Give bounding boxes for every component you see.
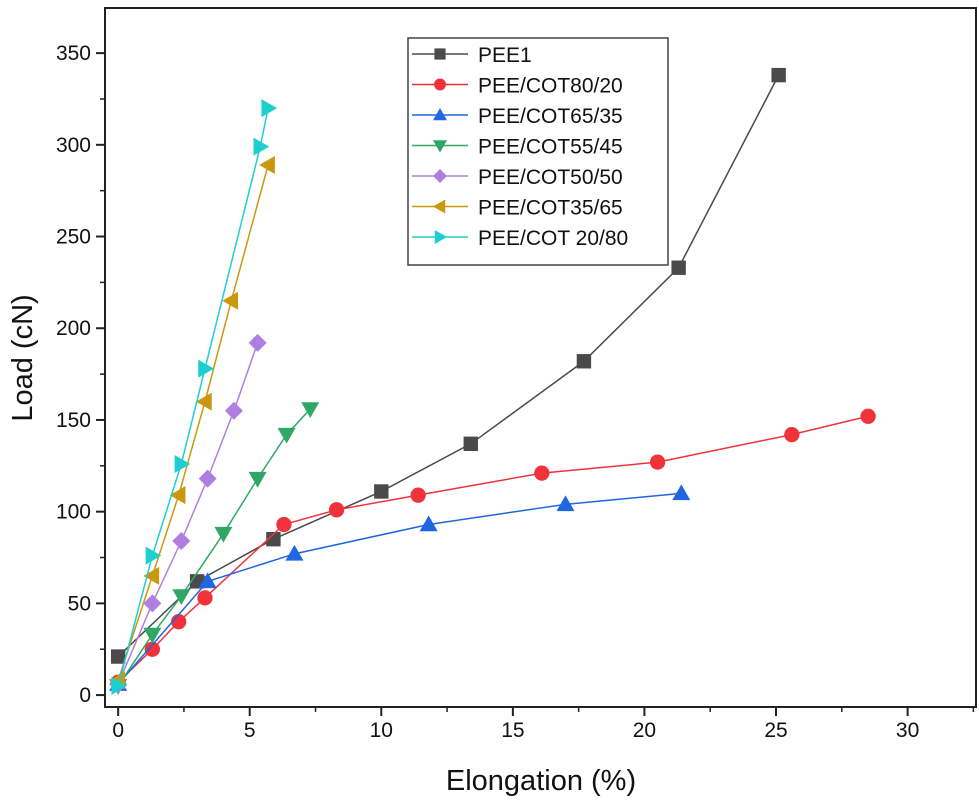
legend-label: PEE/COT50/50: [478, 166, 623, 189]
triangle-down-marker: [433, 140, 447, 153]
plot-frame: [104, 7, 977, 708]
triangle-right-marker: [174, 454, 191, 473]
legend-item: PEE/COT65/35: [412, 105, 623, 128]
legend-label: PEE/COT 20/80: [478, 227, 628, 250]
triangle-left-marker: [222, 291, 239, 310]
y-tick-label: 100: [56, 501, 91, 524]
y-tick-label: 300: [56, 134, 91, 157]
square-marker: [266, 531, 281, 547]
circle-marker: [144, 641, 161, 657]
series-pee-cot65-35: [109, 484, 691, 691]
legend-item: PEE/COT50/50: [412, 166, 623, 189]
y-tick-label: 150: [56, 409, 91, 432]
x-tick-label: 0: [112, 719, 124, 742]
legend: PEE1 PEE/COT80/20 PEE/COT65/35 PEE/COT55/45…: [407, 37, 669, 266]
circle-marker: [410, 487, 426, 503]
square-marker: [576, 354, 592, 369]
circle-marker: [434, 78, 446, 91]
square-marker: [771, 67, 786, 83]
legend-item: PEE1: [412, 44, 532, 67]
diamond-marker: [172, 532, 191, 551]
legend-label: PEE/COT65/35: [478, 105, 623, 128]
triangle-up-marker: [285, 544, 304, 561]
legend-label: PEE/COT80/20: [478, 75, 623, 98]
x-tick-label: 10: [370, 719, 393, 742]
series-line: [117, 164, 269, 681]
diamond-marker: [198, 469, 217, 488]
triangle-up-marker: [672, 484, 691, 501]
series-pee-cot55-45: [109, 402, 320, 695]
triangle-down-marker: [143, 627, 162, 644]
y-axis-label: Load (cN): [7, 294, 39, 421]
circle-marker: [649, 454, 666, 470]
circle-marker: [534, 465, 550, 481]
square-marker: [463, 436, 478, 451]
triangle-right-marker: [261, 99, 278, 118]
legend-item: PEE/COT35/65: [412, 197, 623, 220]
triangle-right-marker: [434, 230, 447, 244]
triangle-down-marker: [172, 589, 191, 606]
series-pee-cot50-50: [109, 333, 267, 694]
legend-box: [407, 37, 669, 266]
series-line: [117, 492, 682, 685]
series-pee-cot-20-80: [111, 99, 278, 695]
triangle-up-marker: [433, 108, 447, 121]
triangle-left-marker: [433, 199, 446, 214]
y-tick-label: 200: [56, 317, 91, 340]
y-tick-label: 0: [79, 684, 91, 707]
legend-label: PEE/COT55/45: [478, 136, 623, 159]
square-marker: [110, 649, 126, 664]
triangle-up-marker: [198, 572, 217, 589]
circle-marker: [860, 408, 876, 424]
triangle-left-marker: [169, 486, 186, 505]
triangle-up-marker: [419, 515, 438, 532]
triangle-right-marker: [145, 546, 162, 565]
triangle-right-marker: [111, 676, 128, 695]
legend-item: PEE/COT55/45: [412, 136, 623, 159]
legend-item: PEE/COT 20/80: [412, 227, 628, 250]
series-layer: [109, 67, 876, 695]
triangle-down-marker: [248, 471, 267, 488]
x-tick-label: 25: [764, 719, 787, 742]
legend-item: PEE/COT80/20: [412, 75, 623, 98]
x-tick-label: 30: [896, 719, 919, 742]
triangle-right-marker: [198, 359, 214, 378]
square-marker: [374, 484, 389, 499]
legend-label: PEE/COT35/65: [478, 197, 623, 220]
diamond-marker: [248, 333, 267, 352]
series-pee-cot80-20: [110, 408, 876, 690]
diamond-marker: [143, 594, 162, 613]
x-tick-label: 15: [501, 719, 524, 742]
diamond-marker: [433, 169, 447, 183]
triangle-left-marker: [143, 566, 160, 585]
square-marker: [671, 260, 686, 275]
series-line: [117, 342, 259, 685]
circle-marker: [197, 590, 213, 606]
triangle-down-marker: [214, 526, 233, 543]
square-marker: [434, 48, 446, 60]
x-tick-label: 5: [244, 719, 256, 742]
triangle-left-marker: [195, 392, 212, 411]
triangle-down-marker: [277, 427, 296, 444]
legend-label: PEE1: [478, 44, 532, 67]
diamond-marker: [224, 401, 243, 420]
y-tick-label: 50: [68, 592, 91, 615]
triangle-up-marker: [556, 495, 575, 512]
triangle-right-marker: [253, 137, 270, 156]
triangle-left-marker: [259, 156, 275, 175]
series-pee1: [110, 67, 786, 664]
circle-marker: [784, 426, 800, 443]
x-axis-label: Elongation (%): [446, 765, 636, 797]
x-tick-label: 20: [633, 719, 656, 742]
series-line: [117, 415, 869, 683]
triangle-down-marker: [301, 402, 320, 418]
circle-marker: [328, 502, 345, 518]
y-tick-label: 250: [56, 226, 91, 249]
series-line: [117, 107, 269, 687]
series-line: [117, 74, 780, 658]
circle-marker: [276, 516, 292, 533]
y-tick-label: 350: [56, 42, 91, 65]
